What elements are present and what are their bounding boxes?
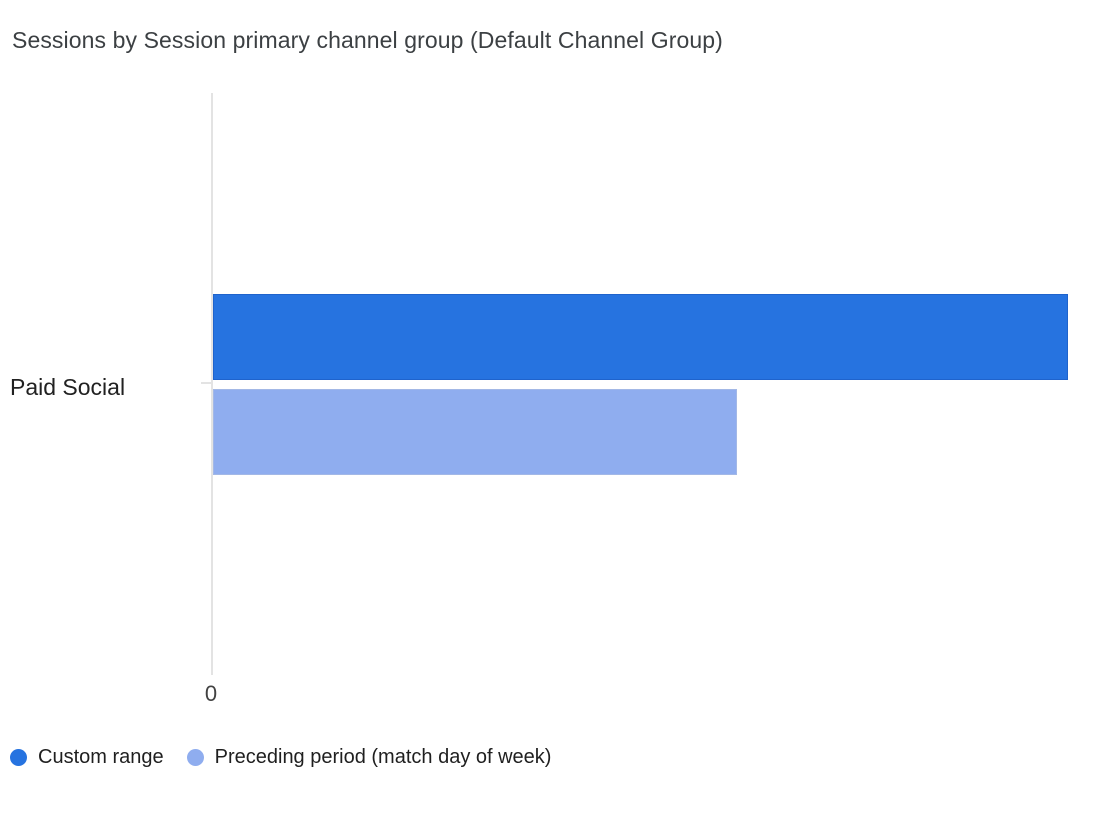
category-tick-mark	[201, 382, 211, 384]
legend-swatch-preceding-period-icon	[186, 749, 204, 766]
legend: Custom range Preceding period (match day…	[10, 746, 551, 769]
chart-title: Sessions by Session primary channel grou…	[12, 27, 723, 53]
bar-preceding-period[interactable]	[213, 389, 738, 475]
zero-axis-line	[211, 93, 213, 675]
legend-item-preceding-period: Preceding period (match day of week)	[186, 746, 552, 769]
plot-area	[201, 93, 1068, 675]
bar-custom-range[interactable]	[213, 294, 1068, 380]
legend-label-preceding-period: Preceding period (match day of week)	[214, 746, 552, 768]
legend-item-custom-range: Custom range	[10, 746, 164, 769]
x-axis-tick-label-zero: 0	[204, 681, 218, 706]
category-label-paid-social: Paid Social	[10, 374, 126, 400]
legend-label-custom-range: Custom range	[38, 746, 164, 768]
legend-swatch-custom-range-icon	[10, 749, 27, 766]
